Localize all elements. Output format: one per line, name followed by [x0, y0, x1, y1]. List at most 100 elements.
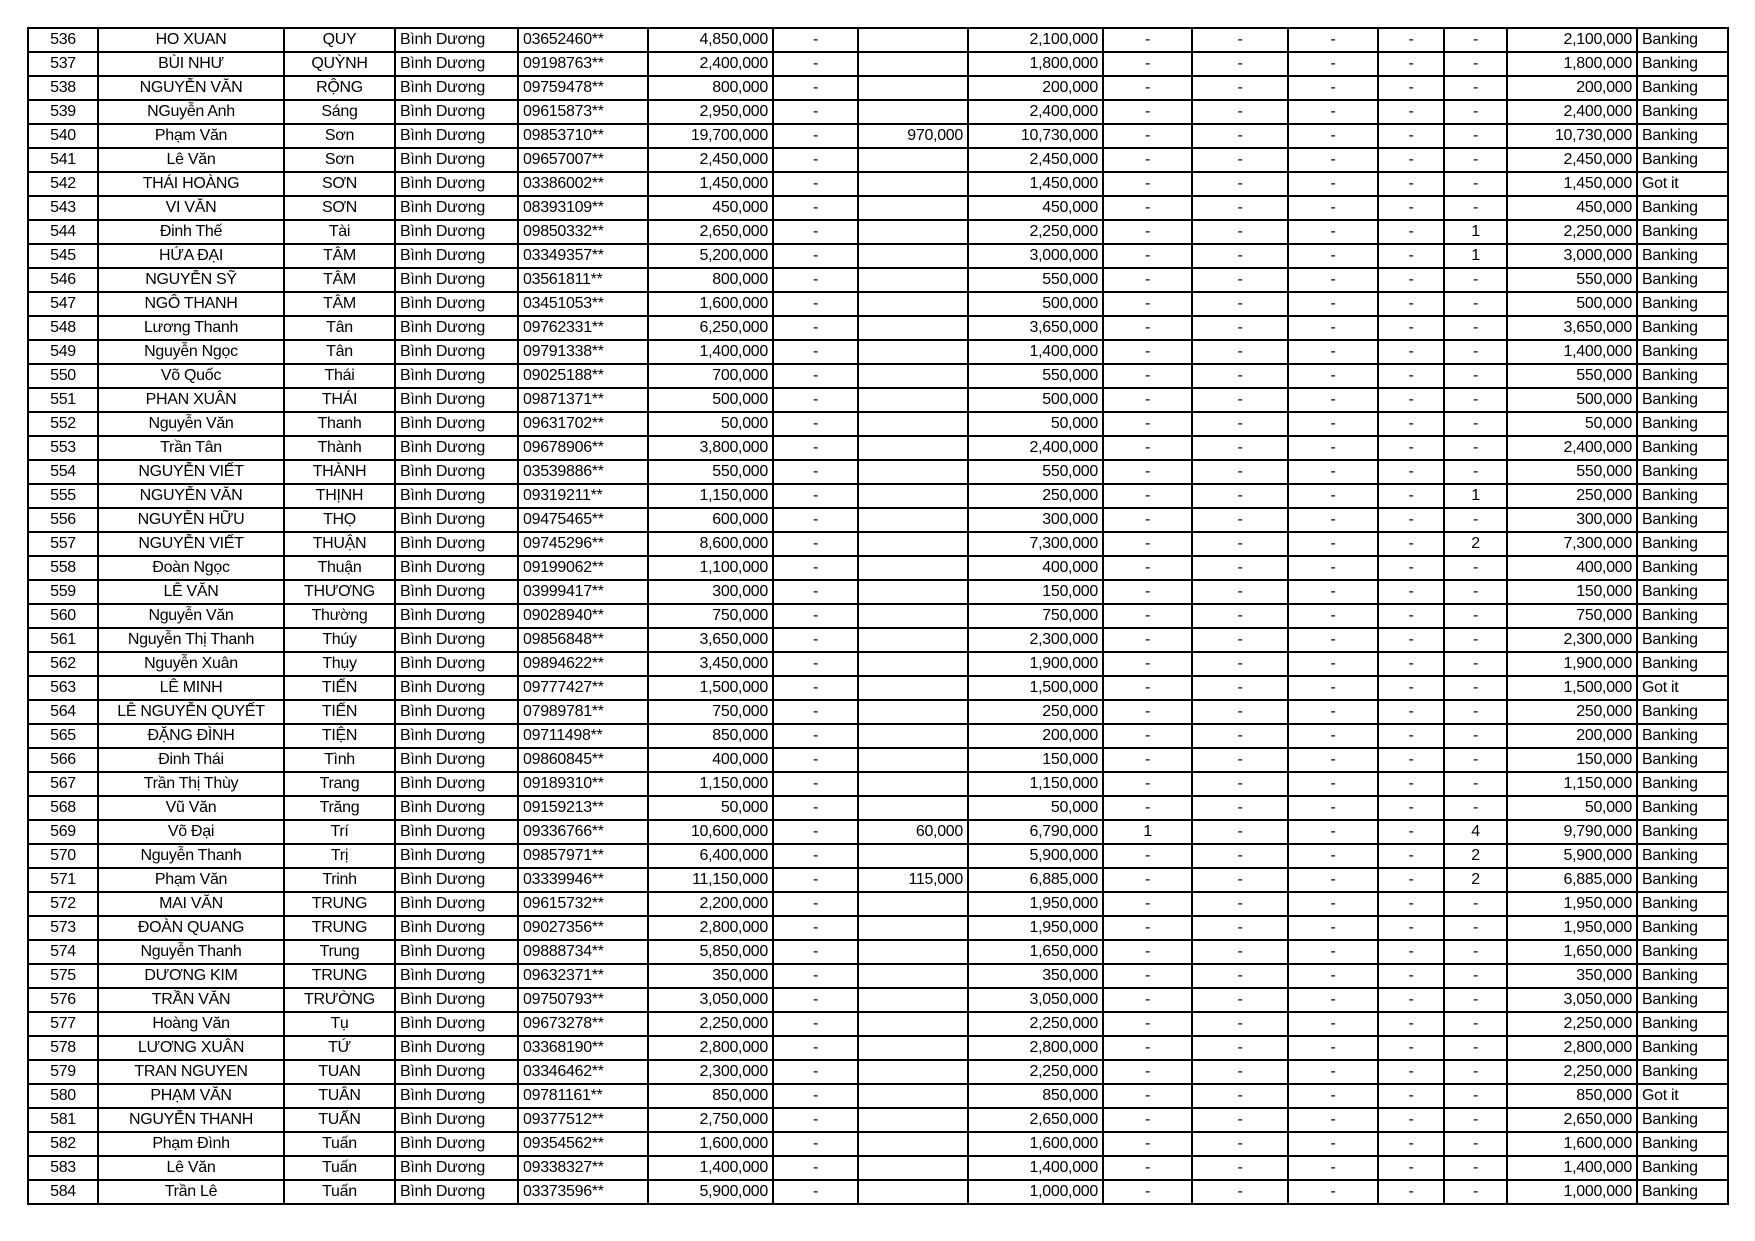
province-cell: Bình Dương	[394, 1107, 519, 1133]
deduction-cell	[857, 243, 969, 269]
amount-cell: 19,700,000	[647, 123, 774, 149]
phone-cell: 09678906**	[517, 435, 649, 461]
count-e-cell: -	[1443, 411, 1508, 437]
surname-cell: DƯƠNG KIM	[97, 963, 285, 989]
province-cell: Bình Dương	[394, 219, 519, 245]
col-dash-cell: -	[772, 147, 859, 173]
surname-cell: Trần Tân	[97, 435, 285, 461]
count-c-cell: -	[1287, 339, 1379, 365]
payment-method-cell: Banking	[1636, 699, 1729, 725]
province-cell: Bình Dương	[394, 27, 519, 53]
row-number-cell: 581	[27, 1107, 99, 1133]
paid-amount-cell: 3,000,000	[967, 243, 1104, 269]
col-dash-cell: -	[772, 51, 859, 77]
given-name-cell: TRƯỜNG	[283, 987, 396, 1013]
col-dash-cell: -	[772, 27, 859, 53]
paid-amount-cell: 1,900,000	[967, 651, 1104, 677]
given-name-cell: Sơn	[283, 147, 396, 173]
amount-cell: 350,000	[647, 963, 774, 989]
count-a-cell: -	[1102, 1083, 1193, 1109]
phone-cell: 03373596**	[517, 1179, 649, 1205]
given-name-cell: Trị	[283, 843, 396, 869]
deduction-cell	[857, 603, 969, 629]
total-amount-cell: 150,000	[1506, 579, 1638, 605]
province-cell: Bình Dương	[394, 1155, 519, 1181]
paid-amount-cell: 350,000	[967, 963, 1104, 989]
surname-cell: LÊ MINH	[97, 675, 285, 701]
row-number-cell: 555	[27, 483, 99, 509]
amount-cell: 450,000	[647, 195, 774, 221]
given-name-cell: Thái	[283, 363, 396, 389]
payment-method-cell: Banking	[1636, 27, 1729, 53]
total-amount-cell: 150,000	[1506, 747, 1638, 773]
count-d-cell: -	[1377, 219, 1445, 245]
count-b-cell: -	[1191, 1059, 1289, 1085]
given-name-cell: Tụ	[283, 1011, 396, 1037]
given-name-cell: THÀNH	[283, 459, 396, 485]
total-amount-cell: 2,650,000	[1506, 1107, 1638, 1133]
count-e-cell: -	[1443, 891, 1508, 917]
paid-amount-cell: 10,730,000	[967, 123, 1104, 149]
table-row: 551 PHAN XUÂN THÁI Bình Dương 09871371** 500,…	[27, 387, 1729, 413]
payment-method-cell: Banking	[1636, 1155, 1729, 1181]
count-d-cell: -	[1377, 843, 1445, 869]
given-name-cell: Thuận	[283, 555, 396, 581]
count-e-cell: -	[1443, 315, 1508, 341]
count-a-cell: -	[1102, 171, 1193, 197]
col-dash-cell: -	[772, 891, 859, 917]
table-row: 578 LƯƠNG XUÂN TỨ Bình Dương 03368190** 2,800…	[27, 1035, 1729, 1061]
deduction-cell	[857, 195, 969, 221]
count-b-cell: -	[1191, 459, 1289, 485]
count-b-cell: -	[1191, 651, 1289, 677]
row-number-cell: 547	[27, 291, 99, 317]
total-amount-cell: 3,050,000	[1506, 987, 1638, 1013]
amount-cell: 1,150,000	[647, 483, 774, 509]
row-number-cell: 552	[27, 411, 99, 437]
count-d-cell: -	[1377, 987, 1445, 1013]
surname-cell: MAI VĂN	[97, 891, 285, 917]
count-c-cell: -	[1287, 819, 1379, 845]
table-row: 565 ĐẶNG ĐÌNH TIỆN Bình Dương 09711498** 850,…	[27, 723, 1729, 749]
count-a-cell: -	[1102, 555, 1193, 581]
count-a-cell: -	[1102, 579, 1193, 605]
count-a-cell: -	[1102, 363, 1193, 389]
count-d-cell: -	[1377, 171, 1445, 197]
deduction-cell	[857, 795, 969, 821]
deduction-cell	[857, 1155, 969, 1181]
surname-cell: NGUYỄN THANH	[97, 1107, 285, 1133]
count-b-cell: -	[1191, 363, 1289, 389]
deduction-cell	[857, 51, 969, 77]
paid-amount-cell: 2,250,000	[967, 1011, 1104, 1037]
total-amount-cell: 10,730,000	[1506, 123, 1638, 149]
paid-amount-cell: 2,450,000	[967, 147, 1104, 173]
table-row: 549 Nguyễn Ngọc Tân Bình Dương 09791338** 1,4…	[27, 339, 1729, 365]
row-number-cell: 545	[27, 243, 99, 269]
province-cell: Bình Dương	[394, 411, 519, 437]
paid-amount-cell: 1,400,000	[967, 339, 1104, 365]
surname-cell: Đinh Thái	[97, 747, 285, 773]
amount-cell: 500,000	[647, 387, 774, 413]
amount-cell: 400,000	[647, 747, 774, 773]
payment-method-cell: Got it	[1636, 1083, 1729, 1109]
paid-amount-cell: 550,000	[967, 267, 1104, 293]
count-d-cell: -	[1377, 1083, 1445, 1109]
col-dash-cell: -	[772, 1179, 859, 1205]
count-e-cell: -	[1443, 171, 1508, 197]
row-number-cell: 560	[27, 603, 99, 629]
payment-method-cell: Banking	[1636, 459, 1729, 485]
col-dash-cell: -	[772, 603, 859, 629]
count-b-cell: -	[1191, 387, 1289, 413]
payment-method-cell: Banking	[1636, 963, 1729, 989]
table-row: 566 Đinh Thái Tình Bình Dương 09860845** 400,…	[27, 747, 1729, 773]
table-row: 540 Phạm Văn Sơn Bình Dương 09853710** 19,700…	[27, 123, 1729, 149]
total-amount-cell: 1,400,000	[1506, 1155, 1638, 1181]
amount-cell: 8,600,000	[647, 531, 774, 557]
deduction-cell	[857, 387, 969, 413]
row-number-cell: 567	[27, 771, 99, 797]
phone-cell: 09791338**	[517, 339, 649, 365]
count-c-cell: -	[1287, 1083, 1379, 1109]
count-c-cell: -	[1287, 987, 1379, 1013]
deduction-cell: 970,000	[857, 123, 969, 149]
surname-cell: NGUYỄN VĂN	[97, 483, 285, 509]
count-b-cell: -	[1191, 435, 1289, 461]
